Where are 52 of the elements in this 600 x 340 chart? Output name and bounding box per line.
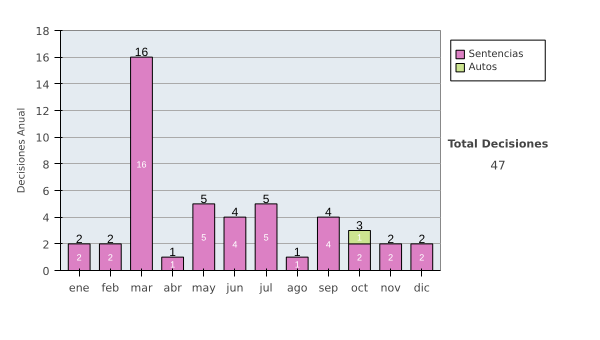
- data-label: 2: [419, 252, 424, 263]
- x-tick-label: may: [192, 282, 216, 294]
- data-label: 2: [108, 252, 113, 263]
- total-label: 3: [356, 218, 364, 232]
- legend-label: Autos: [468, 62, 498, 74]
- x-tick-label: feb: [102, 282, 120, 294]
- x-tick-label: jul: [258, 282, 273, 294]
- x-tick-label: dic: [414, 282, 430, 294]
- data-label: 5: [264, 232, 269, 243]
- data-label: 4: [326, 239, 331, 250]
- y-tick-label: 12: [36, 105, 50, 118]
- data-label: 1: [170, 259, 176, 270]
- total-label: 2: [418, 232, 426, 246]
- y-tick-label: 4: [42, 212, 50, 225]
- x-tick-label: abr: [164, 282, 182, 294]
- y-axis-title: Decisiones Anual: [16, 108, 28, 194]
- total-label: 1: [169, 245, 176, 260]
- y-tick-label: 8: [42, 158, 50, 172]
- x-tick-label: jun: [225, 282, 244, 294]
- y-tick-label: 18: [36, 25, 50, 38]
- y-tick-label: 6: [42, 185, 50, 198]
- total-label: 4: [232, 205, 239, 220]
- x-tick-label: nov: [380, 282, 402, 294]
- total-label: 1: [294, 245, 301, 260]
- y-tick-label: 0: [42, 265, 50, 278]
- x-tick-label: mar: [130, 282, 153, 294]
- total-label: 2: [387, 232, 394, 246]
- total-label: 2: [107, 232, 114, 246]
- data-label: 2: [388, 252, 394, 263]
- data-label: 16: [136, 159, 146, 170]
- total-label: 4: [325, 205, 332, 220]
- total-label: 16: [134, 45, 148, 60]
- data-label: 1: [357, 232, 362, 243]
- data-label: 4: [232, 239, 238, 250]
- total-label: 5: [200, 192, 208, 206]
- legend-label: Sentencias: [468, 49, 524, 60]
- data-label: 5: [201, 232, 206, 243]
- y-tick-label: 2: [42, 238, 50, 252]
- y-tick-label: 10: [36, 132, 50, 145]
- x-tick-label: ago: [286, 282, 308, 294]
- data-label: 2: [76, 252, 82, 263]
- text: 47: [490, 158, 506, 173]
- text: Total Decisiones: [448, 138, 549, 150]
- data-label: 1: [294, 259, 300, 270]
- total-label: 5: [262, 192, 270, 206]
- x-tick-label: sep: [318, 282, 338, 294]
- x-tick-label: ene: [68, 282, 90, 294]
- total-label: 2: [76, 232, 83, 246]
- y-tick-label: 14: [36, 78, 50, 92]
- y-tick-label: 16: [36, 52, 50, 65]
- data-label: 2: [357, 252, 362, 263]
- x-tick-label: oct: [350, 282, 369, 294]
